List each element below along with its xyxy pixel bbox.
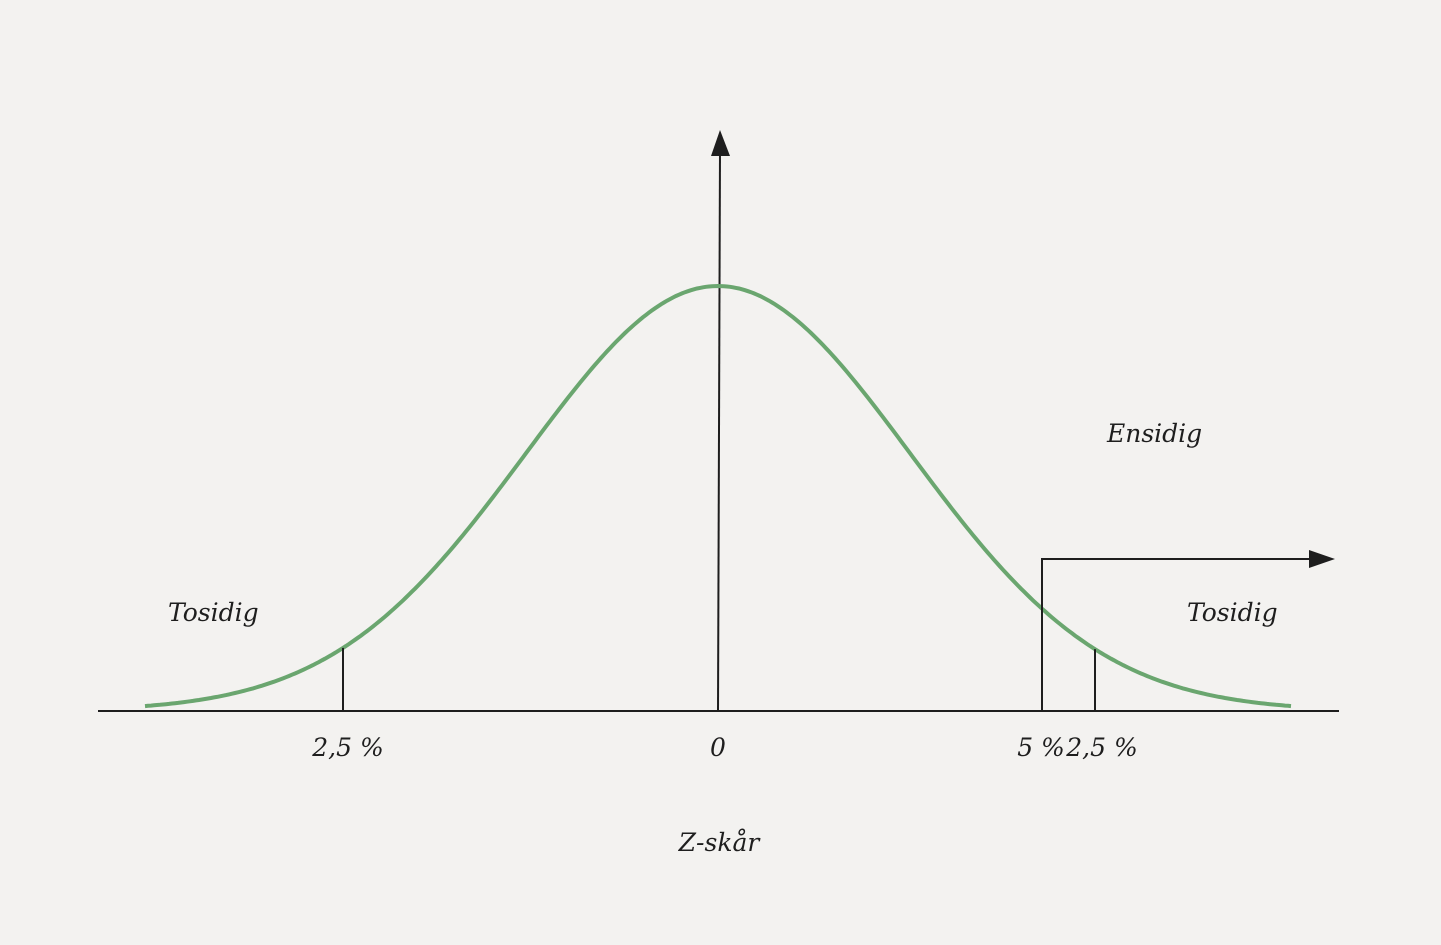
label-tosidig-left: Tosidig	[168, 598, 259, 627]
y-axis-arrowhead	[711, 130, 730, 156]
x-axis-label: Z-skår	[678, 828, 762, 857]
label-ensidig: Ensidig	[1106, 419, 1202, 448]
tick-label-zero: 0	[710, 733, 726, 762]
label-tosidig-right: Tosidig	[1187, 598, 1278, 627]
tick-label-5: 5 %	[1017, 733, 1065, 762]
normal-curve	[144, 283, 1292, 709]
tick-label-right: 2,5 %	[1065, 733, 1137, 762]
y-axis	[717, 149, 721, 712]
tick-label-left: 2,5 %	[311, 733, 383, 762]
one-sided-bracket-arrow	[1041, 558, 1312, 711]
one-sided-arrowhead	[1309, 550, 1335, 568]
